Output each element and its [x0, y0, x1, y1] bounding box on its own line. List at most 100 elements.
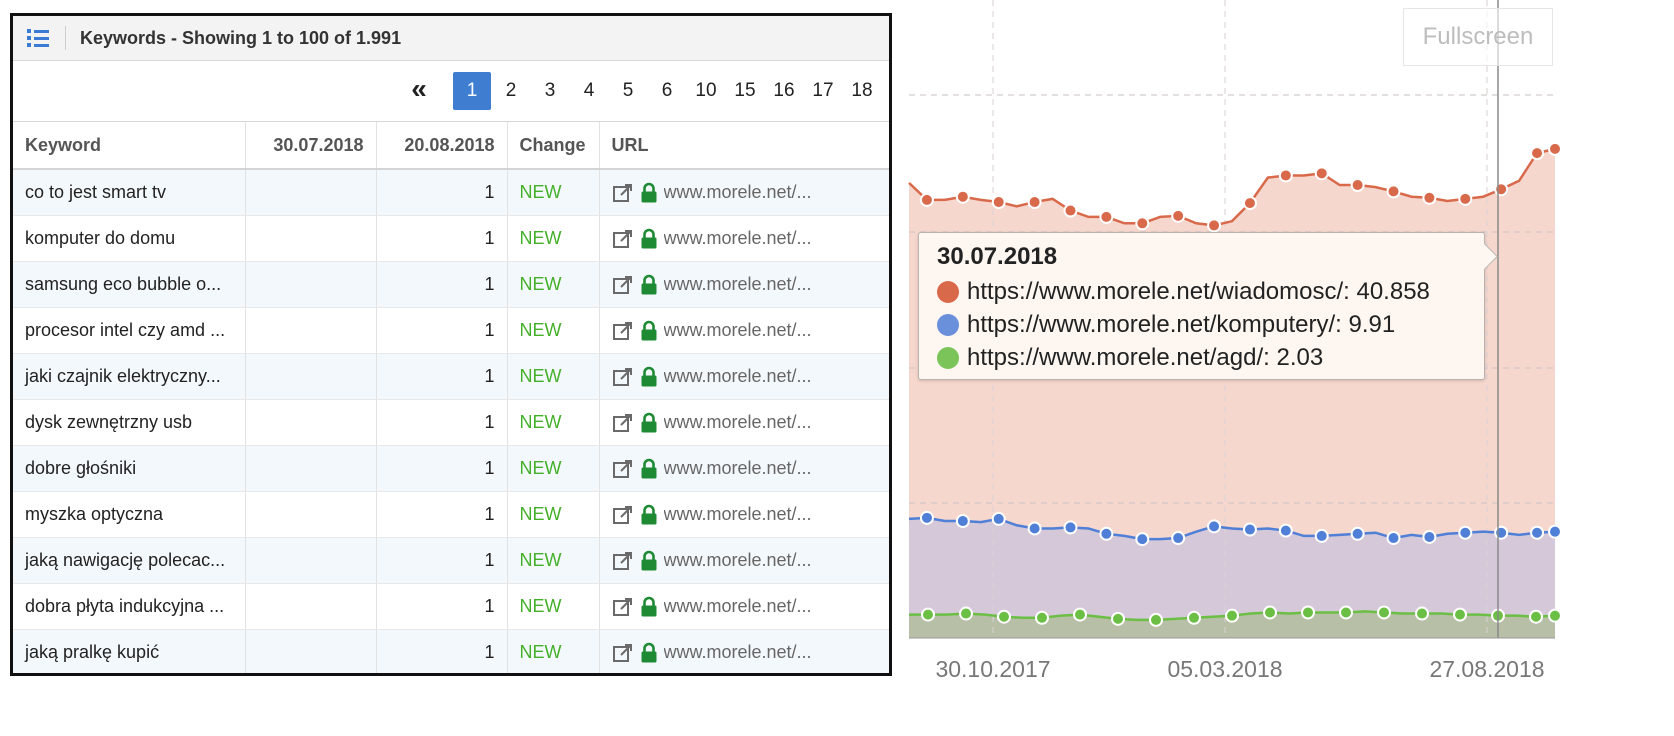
- external-link-icon[interactable]: [612, 550, 634, 572]
- pagination-page-2[interactable]: 2: [505, 80, 517, 101]
- data-point[interactable]: [1073, 607, 1087, 622]
- data-point[interactable]: [1494, 182, 1509, 197]
- keyword-cell[interactable]: samsung eco bubble o...: [13, 261, 246, 308]
- url-link[interactable]: www.morele.net/...: [663, 320, 812, 340]
- keyword-cell[interactable]: procesor intel czy amd ...: [13, 307, 246, 354]
- data-point[interactable]: [1207, 218, 1222, 233]
- data-point[interactable]: [919, 510, 934, 525]
- data-point[interactable]: [921, 607, 935, 622]
- keyword-cell[interactable]: dobre głośniki: [13, 445, 246, 492]
- url-link[interactable]: www.morele.net/...: [663, 642, 812, 662]
- data-point[interactable]: [1422, 190, 1437, 205]
- data-point[interactable]: [1301, 605, 1315, 620]
- data-point[interactable]: [1027, 521, 1042, 536]
- keyword-cell[interactable]: jaką pralkę kupić: [13, 629, 246, 673]
- url-link[interactable]: www.morele.net/...: [663, 366, 812, 386]
- pagination-page-17[interactable]: 17: [812, 80, 834, 101]
- keyword-cell[interactable]: dysk zewnętrzny usb: [13, 399, 246, 446]
- data-point[interactable]: [1135, 216, 1150, 231]
- external-link-icon[interactable]: [612, 366, 634, 388]
- data-point[interactable]: [1242, 196, 1257, 211]
- table-row[interactable]: samsung eco bubble o... 1 NEW www.morele.ne…: [13, 261, 889, 308]
- data-point[interactable]: [1548, 524, 1562, 539]
- data-point[interactable]: [1207, 519, 1222, 534]
- table-row[interactable]: myszka optyczna 1 NEW www.morele.net/...: [13, 491, 889, 538]
- data-point[interactable]: [1135, 532, 1150, 547]
- keyword-cell[interactable]: jaką nawigację polecac...: [13, 537, 246, 584]
- data-point[interactable]: [1494, 525, 1509, 540]
- data-point[interactable]: [1422, 529, 1437, 544]
- pagination-page-15[interactable]: 15: [734, 80, 756, 101]
- data-point[interactable]: [919, 192, 934, 207]
- data-point[interactable]: [1350, 178, 1365, 193]
- external-link-icon[interactable]: [612, 274, 634, 296]
- url-link[interactable]: www.morele.net/...: [663, 182, 812, 202]
- url-link[interactable]: www.morele.net/...: [663, 274, 812, 294]
- table-row[interactable]: co to jest smart tv 1 NEW www.morele.net/..…: [13, 169, 889, 216]
- pagination-page-5[interactable]: 5: [622, 80, 634, 101]
- data-point[interactable]: [955, 189, 970, 204]
- url-link[interactable]: www.morele.net/...: [663, 228, 812, 248]
- table-row[interactable]: jaki czajnik elektryczny... 1 NEW www.morel…: [13, 353, 889, 400]
- data-point[interactable]: [1548, 141, 1562, 156]
- external-link-icon[interactable]: [612, 504, 634, 526]
- data-point[interactable]: [1035, 610, 1049, 625]
- external-link-icon[interactable]: [612, 182, 634, 204]
- data-point[interactable]: [1458, 191, 1473, 206]
- url-link[interactable]: www.morele.net/...: [663, 596, 812, 616]
- table-row[interactable]: dysk zewnętrzny usb 1 NEW www.morele.net/..…: [13, 399, 889, 446]
- table-row[interactable]: procesor intel czy amd ... 1 NEW www.morele…: [13, 307, 889, 354]
- data-point[interactable]: [1171, 531, 1186, 546]
- data-point[interactable]: [1278, 168, 1293, 183]
- data-point[interactable]: [1530, 525, 1545, 540]
- column-header-keyword[interactable]: Keyword: [13, 122, 246, 170]
- table-row[interactable]: dobra płyta indukcyjna ... 1 NEW www.morele…: [13, 583, 889, 630]
- data-point[interactable]: [1529, 609, 1543, 624]
- data-point[interactable]: [991, 195, 1006, 210]
- data-point[interactable]: [1278, 523, 1293, 538]
- keyword-cell[interactable]: dobra płyta indukcyjna ...: [13, 583, 246, 630]
- column-header-date-previous[interactable]: 30.07.2018: [245, 122, 377, 170]
- keyword-cell[interactable]: myszka optyczna: [13, 491, 246, 538]
- list-menu-icon[interactable]: [27, 29, 49, 47]
- keyword-cell[interactable]: komputer do domu: [13, 215, 246, 262]
- external-link-icon[interactable]: [612, 228, 634, 250]
- table-row[interactable]: jaką pralkę kupić 1 NEW www.morele.net/...: [13, 629, 889, 673]
- data-point[interactable]: [1530, 146, 1545, 161]
- external-link-icon[interactable]: [612, 596, 634, 618]
- table-row[interactable]: komputer do domu 1 NEW www.morele.net/...: [13, 215, 889, 262]
- data-point[interactable]: [1187, 610, 1201, 625]
- data-point[interactable]: [1386, 531, 1401, 546]
- data-point[interactable]: [1149, 612, 1163, 627]
- data-point[interactable]: [1171, 208, 1186, 223]
- data-point[interactable]: [1225, 608, 1239, 623]
- external-link-icon[interactable]: [612, 320, 634, 342]
- data-point[interactable]: [955, 514, 970, 529]
- table-row[interactable]: jaką nawigację polecac... 1 NEW www.morele.…: [13, 537, 889, 584]
- data-point[interactable]: [991, 511, 1006, 526]
- data-point[interactable]: [1027, 195, 1042, 210]
- url-link[interactable]: www.morele.net/...: [663, 412, 812, 432]
- data-point[interactable]: [1377, 605, 1391, 620]
- url-link[interactable]: www.morele.net/...: [663, 458, 812, 478]
- url-link[interactable]: www.morele.net/...: [663, 504, 812, 524]
- pagination-page-6[interactable]: 6: [661, 80, 673, 101]
- column-header-url[interactable]: URL: [599, 122, 889, 170]
- data-point[interactable]: [997, 609, 1011, 624]
- data-point[interactable]: [959, 606, 973, 621]
- url-link[interactable]: www.morele.net/...: [663, 550, 812, 570]
- data-point[interactable]: [1350, 526, 1365, 541]
- external-link-icon[interactable]: [612, 642, 634, 664]
- data-point[interactable]: [1099, 526, 1114, 541]
- pagination-page-10[interactable]: 10: [695, 80, 717, 101]
- fullscreen-button[interactable]: Fullscreen: [1403, 8, 1553, 66]
- data-point[interactable]: [1314, 166, 1329, 181]
- pagination-page-18[interactable]: 18: [851, 80, 873, 101]
- data-point[interactable]: [1415, 606, 1429, 621]
- data-point[interactable]: [1063, 520, 1078, 535]
- data-point[interactable]: [1386, 184, 1401, 199]
- data-point[interactable]: [1111, 611, 1125, 626]
- pagination-page-3[interactable]: 3: [544, 80, 556, 101]
- column-header-date-current[interactable]: 20.08.2018: [376, 122, 508, 170]
- data-point[interactable]: [1063, 203, 1078, 218]
